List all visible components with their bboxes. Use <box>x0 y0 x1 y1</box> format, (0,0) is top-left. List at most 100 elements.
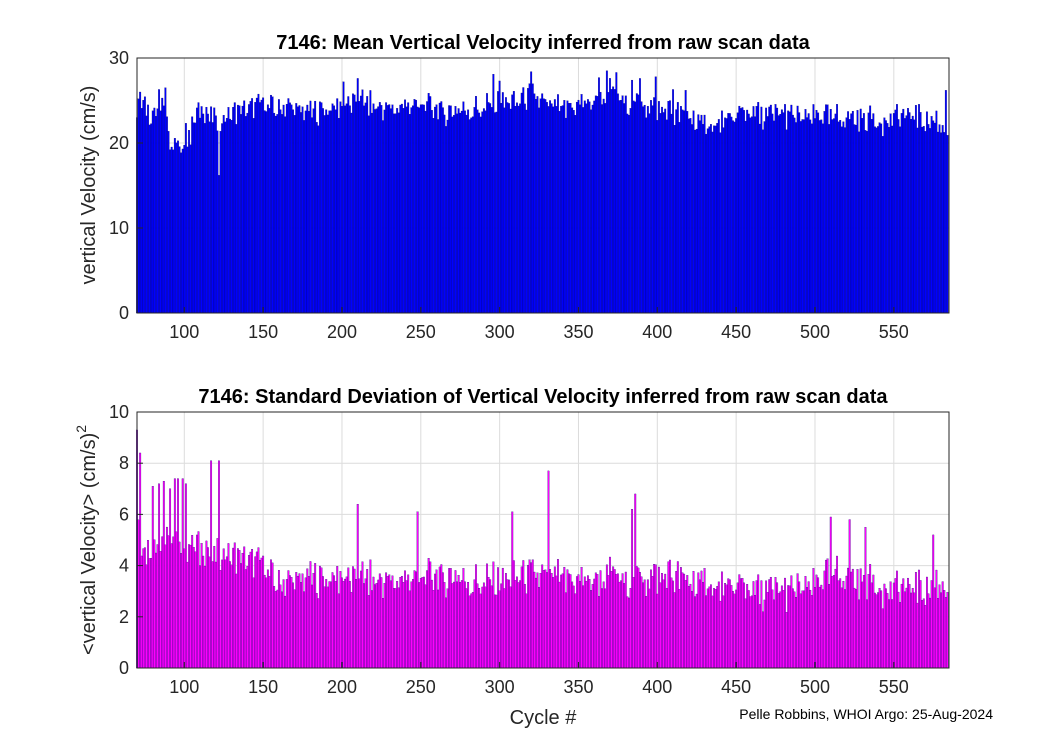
std-velocity-bar-195 <box>333 575 336 669</box>
std-velocity-bar-551 <box>894 578 897 669</box>
std-velocity-bar-194 <box>331 572 334 669</box>
mean-velocity-bar-186 <box>318 101 321 314</box>
mean-velocity-bar-275 <box>459 112 462 314</box>
mean-velocity-bar-104 <box>189 144 192 314</box>
std-velocity-bar-172 <box>296 575 299 669</box>
std-velocity-bar-182 <box>312 573 315 669</box>
mean-velocity-bar-254 <box>426 101 429 314</box>
mean-velocity-bar-141 <box>248 104 250 314</box>
mean-velocity-bar-280 <box>467 109 470 314</box>
mean-velocity-bar-268 <box>448 105 451 314</box>
std-velocity-bar-309 <box>512 560 515 669</box>
mean-velocity-bar-310 <box>514 105 517 314</box>
mean-velocity-bar-399 <box>654 76 657 314</box>
mean-velocity-bar-343 <box>566 100 569 314</box>
std-velocity-bar-378 <box>621 573 624 669</box>
mean-velocity-bar-318 <box>527 88 529 314</box>
std-velocity-bar-101 <box>184 483 187 669</box>
std-velocity-bar-221 <box>374 584 376 669</box>
mean-velocity-bar-488 <box>795 122 797 314</box>
mean-velocity-bar-319 <box>528 83 531 314</box>
mean-velocity-bar-125 <box>222 115 225 314</box>
std-velocity-bar-311 <box>516 576 518 669</box>
std-velocity-bar-457 <box>746 584 749 669</box>
std-velocity-bar-169 <box>292 582 295 669</box>
mean-velocity-bar-391 <box>642 106 645 314</box>
mean-velocity-bar-171 <box>295 103 298 314</box>
std-velocity-bar-205 <box>348 581 351 669</box>
mean-velocity-bar-447 <box>730 116 733 314</box>
mean-velocity-bar-464 <box>757 102 760 314</box>
std-velocity-bar-204 <box>347 567 350 669</box>
mean-velocity-bar-388 <box>637 94 640 314</box>
mean-velocity-bar-209 <box>355 101 358 314</box>
mean-velocity-bar-287 <box>478 112 481 314</box>
mean-velocity-bar-580 <box>940 132 943 314</box>
std-velocity-bar-213 <box>361 561 364 669</box>
mean-velocity-bar-544 <box>883 117 886 314</box>
mean-velocity-bar-129 <box>229 118 231 314</box>
std-velocity-bar-566 <box>918 569 920 669</box>
mean-velocity-bar-161 <box>279 109 282 314</box>
std-velocity-bar-445 <box>727 578 730 669</box>
std-velocity-bar-449 <box>733 593 736 669</box>
mean-velocity-bar-363 <box>598 77 600 314</box>
std-velocity-y-ticks: 0 2 4 6 8 10 <box>109 402 143 678</box>
std-velocity-bar-521 <box>847 567 850 669</box>
mean-velocity-bar-368 <box>605 70 608 314</box>
mean-velocity-bar-479 <box>780 109 783 314</box>
mean-velocity-bar-445 <box>727 113 730 314</box>
std-velocity-bar-512 <box>832 575 835 669</box>
std-velocity-bar-71 <box>137 519 140 669</box>
std-velocity-bar-140 <box>246 565 249 669</box>
std-velocity-bar-297 <box>493 594 496 669</box>
std-velocity-bar-319 <box>528 559 531 669</box>
mean-velocity-bar-261 <box>437 119 440 314</box>
mean-velocity-bar-578 <box>937 131 939 314</box>
mean-velocity-bar-427 <box>698 120 701 314</box>
mean-velocity-bar-142 <box>249 101 252 314</box>
std-velocity-bar-548 <box>889 581 892 669</box>
std-velocity-bar-197 <box>336 566 339 669</box>
mean-velocity-bar-212 <box>359 95 362 314</box>
std-velocity-bar-354 <box>583 576 586 669</box>
std-velocity-bar-504 <box>820 584 823 669</box>
mean-velocity-bar-473 <box>771 113 774 314</box>
std-velocity-bar-289 <box>481 586 484 669</box>
std-velocity-bar-461 <box>752 581 755 669</box>
mean-velocity-bar-296 <box>492 74 495 314</box>
std-velocity-bar-549 <box>891 599 894 669</box>
mean-velocity-bar-102 <box>186 146 189 314</box>
std-velocity-bar-442 <box>722 595 725 669</box>
mean-velocity-bar-401 <box>657 101 660 314</box>
mean-velocity-bar-192 <box>328 110 331 314</box>
mean-velocity-bar-163 <box>282 104 285 314</box>
mean-velocity-bar-240 <box>404 99 406 314</box>
std-velocity-bar-523 <box>850 571 853 669</box>
std-velocity-bar-155 <box>270 559 272 669</box>
std-velocity-bar-536 <box>870 582 873 669</box>
mean-velocity-bar-114 <box>205 106 208 314</box>
std-velocity-bar-565 <box>916 602 919 669</box>
mean-velocity-bar-97 <box>178 146 181 314</box>
std-velocity-bar-538 <box>873 592 876 669</box>
std-velocity-bar-349 <box>575 576 578 669</box>
mean-velocity-bar-370 <box>609 78 611 314</box>
std-velocity-bar-489 <box>796 573 799 669</box>
mean-velocity-bar-542 <box>880 123 883 314</box>
mean-velocity-bar-419 <box>686 111 689 314</box>
std-velocity-bar-327 <box>541 564 544 669</box>
mean-velocity-bar-135 <box>238 105 241 314</box>
mean-velocity-bar-512 <box>832 118 835 314</box>
std-velocity-bar-373 <box>613 569 616 669</box>
std-velocity-bar-434 <box>710 584 712 669</box>
std-velocity-bar-552 <box>896 570 898 669</box>
mean-velocity-bar-77 <box>147 104 149 314</box>
std-velocity-bar-89 <box>166 526 168 669</box>
std-velocity-y-tick-10: 10 <box>109 402 129 422</box>
std-velocity-bar-145 <box>254 556 257 669</box>
mean-velocity-bar-159 <box>276 114 279 314</box>
mean-velocity-y-ticks: 0 10 20 30 <box>109 48 143 323</box>
mean-velocity-bar-351 <box>579 104 581 314</box>
std-velocity-bar-304 <box>505 573 507 669</box>
